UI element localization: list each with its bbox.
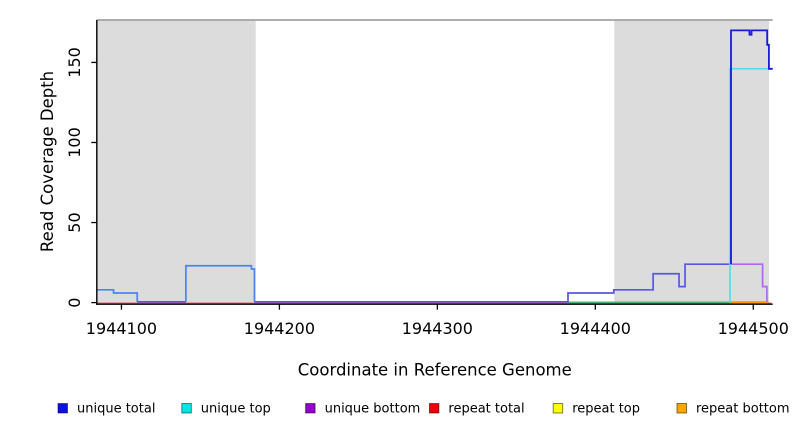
series-segment-unique-total-left-steps: [96, 288, 139, 302]
legend-label: repeat top: [572, 402, 640, 417]
series-segment-total-bottom-overlap-steps: [254, 263, 731, 303]
legend-label: repeat bottom: [696, 402, 790, 417]
series-segment-unique-total-left-box: [185, 264, 256, 302]
series-segment-unique-top-peak: [729, 67, 773, 303]
shaded-region: [96, 20, 256, 305]
y-tick-label: 150: [65, 47, 84, 78]
legend-swatch-repeat-total: [428, 403, 440, 414]
legend-swatch-repeat-bottom: [676, 403, 687, 414]
x-tick-label: 1944300: [402, 319, 473, 338]
series-segment-unique-bottom-violet: [731, 263, 768, 302]
legend-swatch-unique-total: [57, 403, 68, 414]
y-tick-label: 0: [65, 298, 84, 308]
x-tick-label: 1944200: [244, 319, 315, 338]
legend: unique total unique top unique bottom repea…: [57, 402, 790, 417]
y-tick-label: 50: [65, 212, 84, 232]
shaded-region: [614, 20, 770, 305]
x-tick-label: 1944400: [560, 319, 631, 338]
x-axis-title: Coordinate in Reference Genome: [298, 361, 572, 380]
x-tick-label: 1944100: [86, 319, 157, 338]
legend-label: unique total: [77, 402, 155, 417]
y-tick-label: 100: [65, 127, 84, 158]
legend-swatch-repeat-top: [552, 403, 564, 414]
x-tick-label: 1944500: [718, 319, 789, 338]
series-segment-unique-total-peak: [730, 29, 773, 265]
legend-label: repeat total: [448, 402, 524, 417]
y-axis-title: Read Coverage Depth: [38, 71, 57, 252]
legend-swatch-unique-top: [181, 403, 192, 414]
legend-swatch-unique-bottom: [305, 403, 316, 414]
legend-label: unique top: [201, 402, 271, 417]
legend-label: unique bottom: [325, 402, 421, 417]
